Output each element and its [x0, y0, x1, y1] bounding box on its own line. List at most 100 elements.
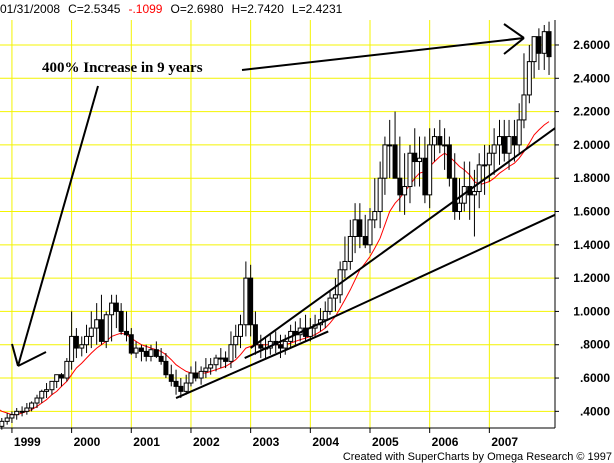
candle-body — [362, 235, 368, 246]
y-tick-label: 1.8000 — [573, 171, 610, 185]
candle-body — [124, 330, 130, 336]
candle — [19, 406, 25, 417]
candle — [476, 153, 482, 209]
candle-body — [158, 355, 164, 362]
arrow-right-head-b — [503, 37, 525, 55]
candle — [531, 36, 537, 79]
candle — [277, 334, 283, 359]
candle — [546, 21, 552, 75]
candle — [14, 408, 20, 420]
candle — [501, 119, 507, 162]
x-tick-label: 2007 — [491, 435, 518, 449]
candle-body — [497, 136, 502, 146]
candle — [402, 153, 408, 215]
y-tick-label: 2.4000 — [573, 71, 610, 85]
candle — [258, 334, 264, 359]
candle-body — [457, 202, 463, 213]
header-low: L=2.4231 — [291, 2, 343, 16]
candle-body — [332, 294, 338, 299]
candle-body — [29, 402, 35, 409]
candle-body — [143, 350, 149, 357]
candle — [442, 128, 448, 170]
candle-body — [24, 407, 30, 412]
candle — [193, 361, 199, 382]
arrow-right-head-a — [503, 23, 525, 39]
candle — [163, 353, 169, 379]
candle — [213, 354, 219, 372]
candle-body — [501, 136, 507, 154]
candle — [173, 369, 179, 395]
candle — [148, 344, 154, 362]
candle — [218, 348, 224, 369]
candle-body — [531, 36, 537, 63]
x-tick-label: 2002 — [193, 435, 220, 449]
candle — [387, 119, 393, 179]
candle — [168, 364, 174, 387]
candle-body — [511, 136, 517, 146]
candle — [482, 144, 488, 195]
candle-body — [357, 219, 363, 237]
candle-body — [208, 364, 214, 369]
candle-body — [417, 157, 423, 163]
annotation-text: 400% Increase in 9 years — [42, 60, 203, 76]
candle-body — [233, 335, 239, 346]
candle — [88, 311, 94, 349]
candle-body — [133, 347, 139, 354]
candle — [69, 311, 75, 370]
candle — [128, 328, 134, 355]
grid — [0, 20, 555, 428]
candle — [392, 111, 398, 179]
candle — [58, 373, 64, 387]
candle — [98, 294, 104, 345]
candle-body — [407, 152, 413, 188]
candle-body — [193, 372, 199, 379]
candle — [44, 383, 50, 399]
candle — [84, 324, 90, 354]
candle — [431, 128, 437, 162]
x-tick-label: 2004 — [312, 435, 339, 449]
header-change: -.1099 — [128, 2, 163, 16]
arrow-left-head-a — [11, 343, 19, 367]
candle — [233, 324, 239, 359]
candle-body — [382, 144, 388, 179]
y-tick-label: 1.4000 — [573, 238, 610, 252]
credit-text: Created with SuperCharts by Omega Resear… — [343, 451, 612, 463]
candle-body — [342, 260, 348, 271]
x-tick-label: 2006 — [432, 435, 459, 449]
y-tick-label: .4000 — [580, 404, 610, 418]
candle-body — [482, 164, 488, 167]
x-tick-label: 2000 — [74, 435, 101, 449]
candle — [103, 311, 109, 349]
candle — [536, 28, 542, 70]
candle-body — [138, 347, 144, 352]
candle-body — [367, 219, 373, 246]
candle-body — [44, 389, 50, 392]
candle — [34, 394, 40, 409]
candle — [446, 136, 452, 187]
candle — [138, 344, 144, 362]
candle — [24, 403, 30, 415]
candle-body — [392, 144, 398, 179]
candle — [198, 366, 204, 385]
candle — [491, 128, 497, 175]
candle-body — [128, 334, 134, 354]
candle — [79, 336, 85, 357]
candle-body — [322, 310, 328, 321]
candle — [238, 314, 243, 349]
candle — [54, 374, 60, 389]
candle-body — [491, 144, 497, 154]
candle — [332, 278, 338, 312]
candle — [412, 128, 418, 187]
candle — [347, 219, 353, 270]
x-tick-label: 2001 — [133, 435, 160, 449]
candle — [297, 318, 303, 342]
candle-body — [198, 370, 204, 379]
candle — [4, 413, 10, 425]
candle-body — [49, 380, 55, 391]
candle-body — [39, 390, 45, 399]
candle — [437, 119, 443, 154]
moving-average-line — [0, 121, 550, 416]
candle — [133, 341, 139, 359]
y-axis-ticks: .4000 .6000 .8000 1.0000 1.2000 1.4000 1.6000 1… — [555, 38, 610, 418]
